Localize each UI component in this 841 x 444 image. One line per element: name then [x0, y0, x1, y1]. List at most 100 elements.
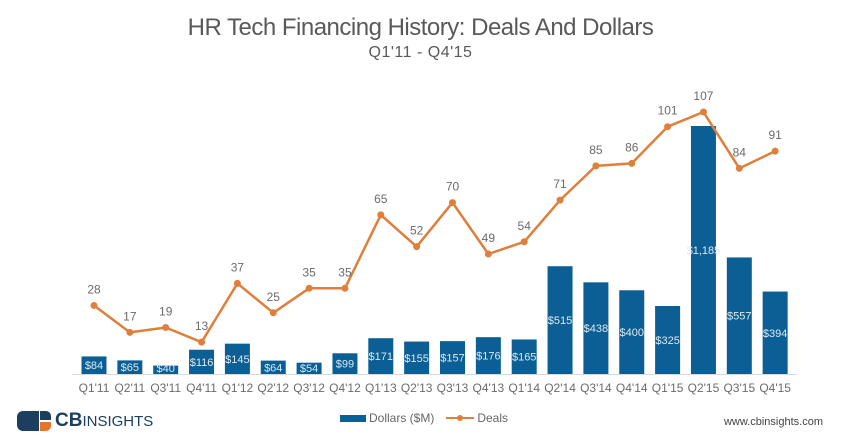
x-tick-label: Q4'15 [759, 381, 791, 395]
x-tick-label: Q4'14 [616, 381, 648, 395]
deals-value-label: 70 [446, 180, 460, 194]
bar-dollars [475, 337, 501, 374]
x-tick-label: Q2'11 [114, 381, 145, 395]
deals-point [556, 196, 564, 204]
x-tick-label: Q3'15 [723, 381, 755, 395]
bar-dollars [189, 349, 215, 374]
bar-value-label: $84 [85, 360, 103, 372]
bar-value-label: $438 [584, 323, 608, 335]
deals-value-label: 13 [195, 319, 209, 333]
bar-dollars [332, 353, 358, 374]
bar-dollars [404, 341, 430, 374]
deals-value-label: 25 [267, 290, 281, 304]
bar-value-label: $145 [225, 354, 249, 366]
deals-value-label: 19 [159, 304, 173, 318]
bar-value-label: $515 [548, 315, 572, 327]
deals-point [771, 147, 779, 155]
deals-value-label: 28 [87, 282, 101, 296]
bar-dollars [153, 365, 179, 374]
deals-point [90, 301, 98, 309]
x-tick-label: Q2'15 [688, 381, 720, 395]
deals-value-label: 85 [589, 143, 603, 157]
bar-dollars [440, 341, 465, 374]
x-tick-label: Q4'12 [329, 381, 361, 395]
deals-value-label: 54 [518, 219, 532, 233]
x-tick-label: Q1'15 [652, 381, 684, 395]
x-tick-label: Q1'11 [79, 381, 110, 395]
deals-value-label: 52 [410, 224, 424, 238]
deals-value-label: 71 [553, 177, 567, 191]
deals-point [341, 284, 349, 292]
x-tick-label: Q4'11 [186, 381, 217, 395]
x-tick-label: Q3'11 [150, 381, 181, 395]
deals-point [377, 211, 385, 219]
x-tick-label: Q3'12 [293, 381, 325, 395]
bar-value-label: $64 [264, 362, 282, 374]
deals-point [592, 162, 600, 170]
chart-title: HR Tech Financing History: Deals And Dol… [187, 14, 654, 41]
deals-point [305, 284, 313, 292]
deals-value-label: 107 [693, 89, 713, 103]
deals-value-label: 35 [302, 265, 316, 279]
bar-value-label: $1,185 [687, 245, 721, 257]
chart-legend: Dollars ($M) Deals [340, 411, 508, 425]
x-tick-label: Q1'12 [222, 381, 254, 395]
bar-value-label: $65 [121, 362, 139, 374]
x-tick-label: Q2'14 [544, 381, 576, 395]
bar-value-label: $54 [300, 363, 318, 375]
deals-point [628, 159, 636, 167]
bar-value-label: $165 [512, 352, 536, 364]
bar-value-label: $394 [763, 328, 787, 340]
x-tick-label: Q4'13 [473, 381, 505, 395]
website-url: www.cbinsights.com [723, 416, 823, 428]
legend-deals-swatch [446, 413, 475, 423]
deals-point [449, 199, 456, 207]
x-tick-label: Q2'13 [401, 381, 433, 395]
deals-value-label: 84 [733, 145, 747, 159]
bar-dollars [762, 291, 788, 374]
logo-text: CBINSIGHTS [55, 410, 154, 431]
bar-dollars [511, 339, 537, 374]
deals-point [162, 323, 170, 331]
deals-value-label: 49 [482, 231, 496, 245]
deals-value-label: 65 [374, 192, 388, 206]
deals-value-label: 35 [338, 265, 352, 279]
bar-dollars [260, 360, 286, 374]
bar-value-label: $325 [655, 335, 679, 347]
x-tick-label: Q2'12 [257, 381, 289, 395]
bar-dollars [690, 126, 716, 374]
x-tick-label: Q3'13 [437, 381, 469, 395]
deals-point [269, 309, 277, 317]
deals-value-label: 17 [123, 309, 137, 323]
bar-dollars [81, 356, 107, 374]
legend-deals-label: Deals [477, 411, 509, 425]
deals-value-label: 86 [625, 140, 639, 154]
bar-dollars [117, 360, 143, 374]
bar-dollars [583, 282, 609, 374]
bar-dollars [368, 338, 394, 374]
bar-value-label: $157 [440, 353, 464, 365]
bar-value-label: $557 [727, 311, 751, 323]
deals-point [233, 279, 241, 287]
deals-point [520, 238, 528, 246]
bar-dollars [655, 305, 681, 374]
x-tick-label: Q1'13 [365, 381, 397, 395]
bar-value-label: $116 [190, 357, 214, 369]
x-tick-label: Q3'14 [580, 381, 612, 395]
bar-value-label: $171 [369, 351, 393, 363]
bar-value-label: $400 [620, 327, 644, 339]
bar-dollars [224, 343, 250, 374]
deals-point [699, 108, 707, 116]
x-tick-label: Q1'14 [508, 381, 540, 395]
bar-dollars [726, 257, 752, 374]
deals-point [735, 164, 743, 172]
bar-value-label: $176 [476, 351, 500, 363]
legend-dollars-swatch [340, 414, 366, 422]
deals-point [413, 243, 421, 251]
bar-dollars [547, 266, 573, 374]
bar-value-label: $99 [336, 359, 354, 371]
deals-point [484, 250, 492, 258]
deals-point [126, 328, 134, 336]
cb-insights-logo-icon [17, 411, 51, 431]
chart-subtitle: Q1'11 - Q4'15 [368, 44, 473, 61]
